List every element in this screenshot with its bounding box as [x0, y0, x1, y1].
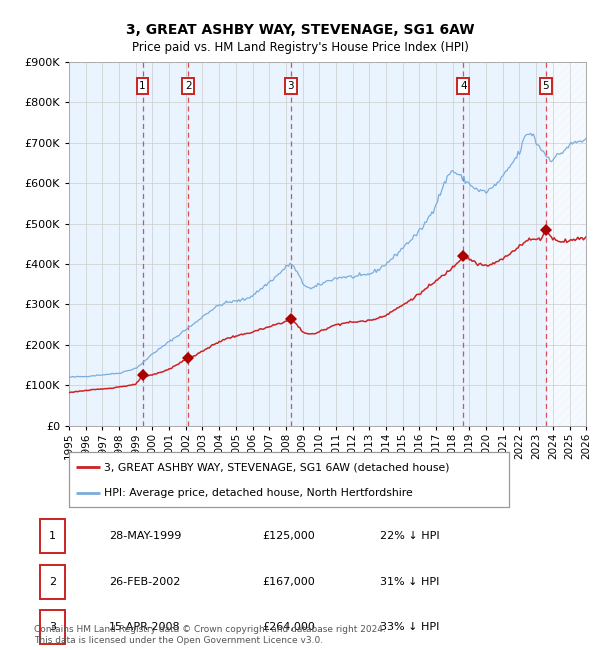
Text: 31% ↓ HPI: 31% ↓ HPI — [380, 577, 440, 587]
Text: 15-APR-2008: 15-APR-2008 — [109, 622, 181, 632]
Text: 33% ↓ HPI: 33% ↓ HPI — [380, 622, 440, 632]
Bar — [463, 62, 545, 426]
Text: 22% ↓ HPI: 22% ↓ HPI — [380, 531, 440, 541]
Text: £264,000: £264,000 — [262, 622, 315, 632]
Bar — [291, 62, 463, 426]
Text: 2: 2 — [185, 81, 191, 91]
Bar — [188, 62, 291, 426]
Text: 3, GREAT ASHBY WAY, STEVENAGE, SG1 6AW (detached house): 3, GREAT ASHBY WAY, STEVENAGE, SG1 6AW (… — [104, 462, 449, 472]
Text: 5: 5 — [542, 81, 549, 91]
Text: HPI: Average price, detached house, North Hertfordshire: HPI: Average price, detached house, Nort… — [104, 488, 413, 498]
FancyBboxPatch shape — [40, 565, 65, 599]
Text: £125,000: £125,000 — [262, 531, 315, 541]
Text: 28-MAY-1999: 28-MAY-1999 — [109, 531, 181, 541]
Text: 4: 4 — [460, 81, 467, 91]
Text: 1: 1 — [49, 531, 56, 541]
Text: 3: 3 — [49, 622, 56, 632]
Text: 26-FEB-2002: 26-FEB-2002 — [109, 577, 181, 587]
Bar — [69, 62, 143, 426]
Text: 2: 2 — [49, 577, 56, 587]
Text: £167,000: £167,000 — [262, 577, 315, 587]
Text: 3, GREAT ASHBY WAY, STEVENAGE, SG1 6AW: 3, GREAT ASHBY WAY, STEVENAGE, SG1 6AW — [126, 23, 474, 37]
Text: Price paid vs. HM Land Registry's House Price Index (HPI): Price paid vs. HM Land Registry's House … — [131, 41, 469, 54]
Text: 3: 3 — [287, 81, 294, 91]
Text: Contains HM Land Registry data © Crown copyright and database right 2024.
This d: Contains HM Land Registry data © Crown c… — [35, 625, 386, 645]
FancyBboxPatch shape — [40, 610, 65, 644]
Text: 1: 1 — [139, 81, 146, 91]
Bar — [143, 62, 188, 426]
Bar — [545, 62, 586, 426]
FancyBboxPatch shape — [40, 519, 65, 553]
